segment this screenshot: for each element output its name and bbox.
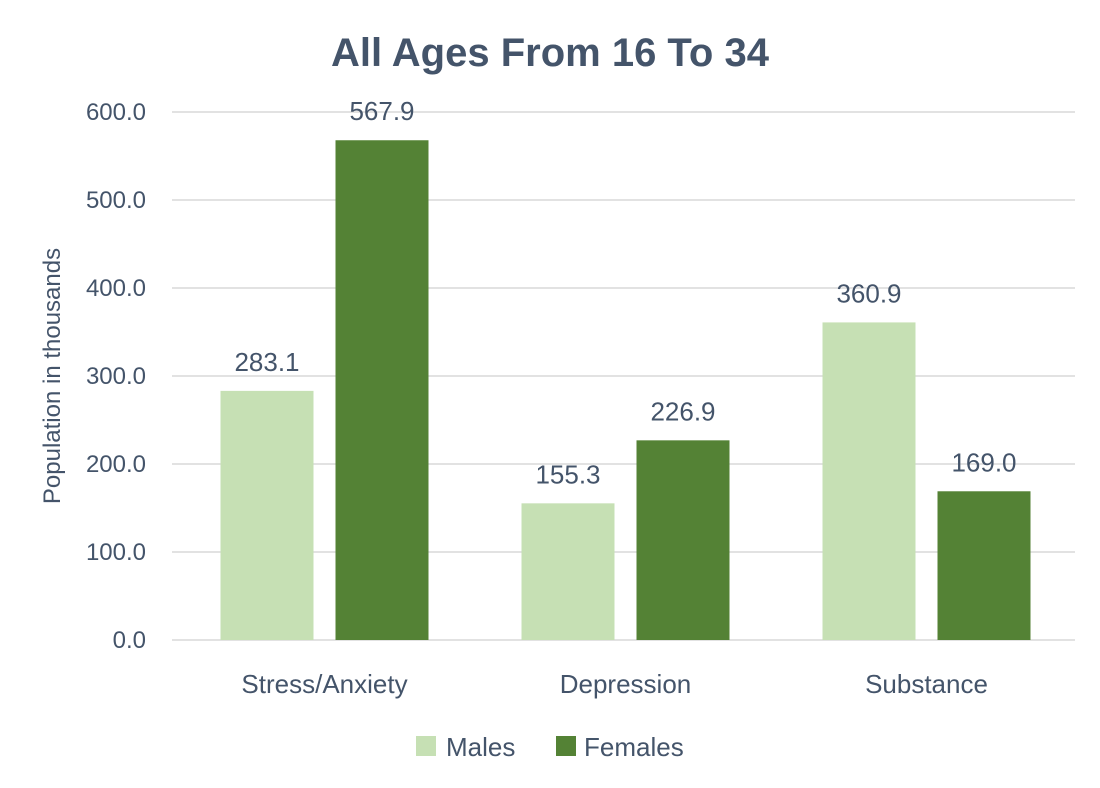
- bar-females-0: [335, 140, 429, 641]
- data-label: 360.9: [836, 278, 901, 308]
- bars: [220, 140, 1031, 641]
- gridlines: [172, 111, 1075, 641]
- x-category-label: Depression: [560, 669, 692, 699]
- y-tick-label: 100.0: [86, 539, 146, 566]
- bar-males-0: [220, 390, 314, 640]
- y-tick-label: 300.0: [86, 363, 146, 390]
- y-tick-label: 500.0: [86, 187, 146, 214]
- data-label: 226.9: [650, 396, 715, 426]
- bar-females-1: [636, 440, 730, 640]
- legend-label-males: Males: [446, 732, 515, 762]
- legend: Males Females: [416, 732, 684, 762]
- data-label: 283.1: [234, 347, 299, 377]
- y-tick-label: 200.0: [86, 451, 146, 478]
- x-axis-categories: Stress/Anxiety Depression Substance: [241, 669, 988, 699]
- y-axis-ticks: 0.0 100.0 200.0 300.0 400.0 500.0 600.0: [86, 99, 146, 654]
- data-label: 169.0: [951, 447, 1016, 477]
- data-label: 567.9: [349, 96, 414, 126]
- bar-males-1: [521, 503, 615, 640]
- legend-label-females: Females: [584, 732, 684, 762]
- bar-females-2: [937, 491, 1031, 640]
- x-category-label: Stress/Anxiety: [241, 669, 407, 699]
- y-tick-label: 0.0: [113, 627, 146, 654]
- y-tick-label: 400.0: [86, 275, 146, 302]
- y-tick-label: 600.0: [86, 99, 146, 126]
- bar-males-2: [822, 322, 916, 640]
- legend-swatch-females: [556, 736, 576, 756]
- legend-swatch-males: [416, 736, 436, 756]
- y-axis-title: Population in thousands: [39, 248, 66, 504]
- data-labels: 283.1 567.9 155.3 226.9 360.9 169.0: [234, 96, 1016, 489]
- data-label: 155.3: [535, 459, 600, 489]
- x-category-label: Substance: [865, 669, 988, 699]
- chart-title: All Ages From 16 To 34: [331, 31, 770, 75]
